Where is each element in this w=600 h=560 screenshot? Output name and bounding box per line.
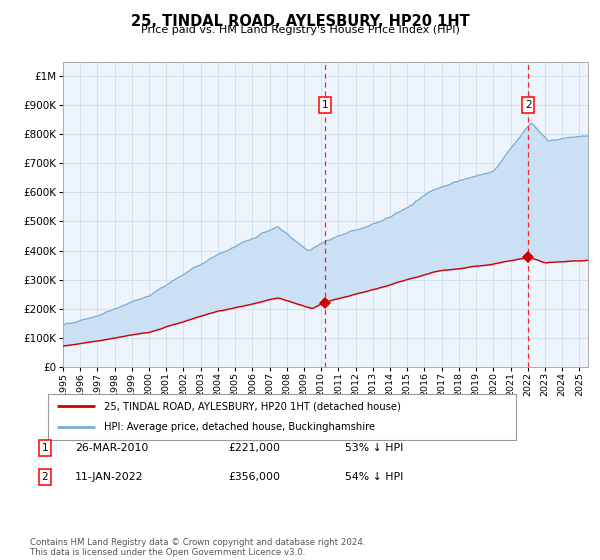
Text: Price paid vs. HM Land Registry's House Price Index (HPI): Price paid vs. HM Land Registry's House … bbox=[140, 25, 460, 35]
FancyBboxPatch shape bbox=[48, 394, 516, 440]
Text: 53% ↓ HPI: 53% ↓ HPI bbox=[345, 443, 403, 453]
Text: £221,000: £221,000 bbox=[228, 443, 280, 453]
Text: 54% ↓ HPI: 54% ↓ HPI bbox=[345, 472, 403, 482]
Text: 25, TINDAL ROAD, AYLESBURY, HP20 1HT (detached house): 25, TINDAL ROAD, AYLESBURY, HP20 1HT (de… bbox=[104, 401, 401, 411]
Text: HPI: Average price, detached house, Buckinghamshire: HPI: Average price, detached house, Buck… bbox=[104, 422, 375, 432]
Text: 1: 1 bbox=[322, 100, 328, 110]
Text: 26-MAR-2010: 26-MAR-2010 bbox=[75, 443, 148, 453]
Text: 2: 2 bbox=[525, 100, 532, 110]
Text: 11-JAN-2022: 11-JAN-2022 bbox=[75, 472, 143, 482]
Text: £356,000: £356,000 bbox=[228, 472, 280, 482]
Text: 1: 1 bbox=[41, 443, 49, 453]
Text: Contains HM Land Registry data © Crown copyright and database right 2024.
This d: Contains HM Land Registry data © Crown c… bbox=[30, 538, 365, 557]
Text: 25, TINDAL ROAD, AYLESBURY, HP20 1HT: 25, TINDAL ROAD, AYLESBURY, HP20 1HT bbox=[131, 14, 469, 29]
Text: 2: 2 bbox=[41, 472, 49, 482]
